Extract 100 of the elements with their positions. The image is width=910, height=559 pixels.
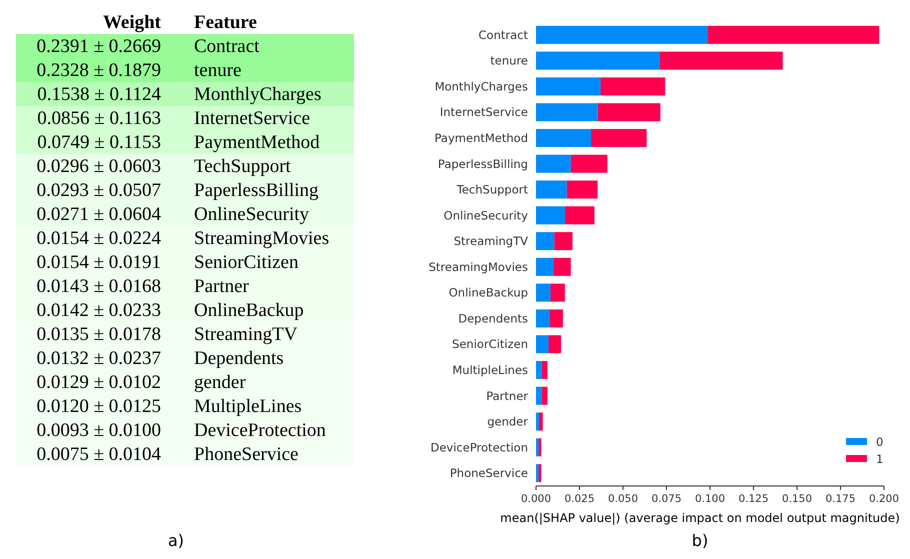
x-tick-label: 0.200 bbox=[868, 493, 900, 505]
bar bbox=[570, 154, 608, 173]
bar bbox=[536, 180, 567, 199]
bar bbox=[566, 180, 598, 199]
text: 0.0120 ± 0.0125 bbox=[36, 396, 161, 417]
text: Feature bbox=[194, 12, 257, 33]
y-tick-label: SeniorCitizen bbox=[452, 337, 528, 352]
bar bbox=[536, 386, 542, 405]
text: 0.0293 ± 0.0507 bbox=[36, 180, 161, 201]
y-tick-label: gender bbox=[487, 414, 528, 429]
bar bbox=[536, 52, 660, 70]
text: 0.0143 ± 0.0168 bbox=[36, 276, 161, 297]
bar bbox=[536, 309, 550, 328]
bar bbox=[536, 206, 565, 224]
legend-label: 1 bbox=[876, 452, 884, 466]
bar bbox=[536, 77, 601, 96]
category-label: InternetService bbox=[194, 108, 310, 129]
bar bbox=[590, 128, 647, 148]
y-tick-label: PhoneService bbox=[450, 466, 528, 480]
category-label: MonthlyCharges bbox=[194, 84, 322, 105]
x-tick-label: 0.050 bbox=[608, 493, 638, 505]
category-label: tenure bbox=[194, 60, 242, 81]
y-tick-label: Contract bbox=[478, 28, 528, 42]
y-tick-label: tenure bbox=[490, 54, 528, 68]
category-label: PhoneService bbox=[194, 444, 298, 465]
bar bbox=[536, 284, 550, 302]
bar bbox=[553, 258, 571, 276]
text: 0.0142 ± 0.0233 bbox=[36, 300, 161, 321]
category-label: OnlineBackup bbox=[194, 300, 304, 321]
y-tick-label: InternetService bbox=[440, 105, 528, 120]
y-tick-label: TechSupport bbox=[456, 182, 528, 197]
bar bbox=[536, 258, 554, 276]
y-tick-label: MultipleLines bbox=[452, 363, 528, 377]
bar bbox=[536, 232, 554, 250]
bar bbox=[550, 309, 563, 328]
text: 0.0154 ± 0.0191 bbox=[36, 252, 161, 273]
text: Weight bbox=[102, 12, 162, 33]
bar bbox=[536, 360, 542, 380]
category-label: SeniorCitizen bbox=[194, 252, 299, 273]
category-label: gender bbox=[194, 372, 246, 393]
y-tick-label: MonthlyCharges bbox=[434, 79, 528, 94]
category-label: TechSupport bbox=[194, 156, 292, 177]
bar bbox=[600, 77, 666, 96]
text: 0.0093 ± 0.0100 bbox=[36, 420, 161, 441]
x-tick-label: 0.100 bbox=[694, 493, 726, 505]
text: 0.1538 ± 0.1124 bbox=[37, 84, 161, 105]
text: 0.0296 ± 0.0603 bbox=[36, 156, 161, 177]
legend-label: 0 bbox=[876, 435, 884, 449]
bar bbox=[536, 26, 708, 44]
bar bbox=[536, 464, 539, 482]
x-axis-title: mean(|SHAP value|) (average impact on model output magnitude) bbox=[500, 511, 900, 525]
bar bbox=[538, 464, 542, 482]
category-label: DeviceProtection bbox=[194, 420, 326, 441]
bar bbox=[536, 412, 539, 431]
category-label: OnlineSecurity bbox=[194, 204, 310, 225]
x-tick-label: 0.150 bbox=[782, 493, 812, 505]
x-tick-label: 0.125 bbox=[738, 493, 769, 505]
category-label: MultipleLines bbox=[194, 396, 302, 417]
bar bbox=[598, 103, 660, 122]
y-tick-label: StreamingMovies bbox=[428, 260, 528, 274]
bar bbox=[542, 360, 548, 380]
bar bbox=[548, 335, 562, 354]
bar bbox=[536, 335, 549, 354]
category-label: Partner bbox=[194, 276, 250, 297]
text: 0.0856 ± 0.1163 bbox=[37, 108, 161, 129]
bar bbox=[659, 52, 783, 70]
y-tick-label: OnlineBackup bbox=[448, 286, 528, 300]
text: 0.2391 ± 0.2669 bbox=[36, 36, 161, 57]
bar bbox=[536, 128, 591, 148]
x-tick-label: 0.000 bbox=[520, 493, 552, 505]
bar bbox=[536, 154, 571, 173]
y-tick-label: OnlineSecurity bbox=[444, 208, 528, 222]
x-tick-label: 0.025 bbox=[564, 493, 595, 505]
text: 0.0749 ± 0.1153 bbox=[37, 132, 161, 153]
category-label: StreamingMovies bbox=[194, 228, 330, 249]
y-tick-label: Dependents bbox=[458, 311, 528, 326]
category-label: PaymentMethod bbox=[194, 132, 320, 153]
y-tick-label: DeviceProtection bbox=[430, 440, 528, 454]
text: 0.0271 ± 0.0604 bbox=[36, 204, 161, 225]
y-tick-label: PaymentMethod bbox=[434, 131, 528, 145]
category-label: PaperlessBilling bbox=[194, 180, 320, 201]
text: b) bbox=[692, 531, 708, 550]
y-tick-label: Partner bbox=[486, 388, 528, 403]
category-label: Dependents bbox=[194, 348, 284, 369]
text: 0.0154 ± 0.0224 bbox=[36, 228, 161, 249]
text: 0.0135 ± 0.0178 bbox=[36, 324, 161, 345]
bar bbox=[708, 26, 880, 44]
text: 0.0129 ± 0.0102 bbox=[36, 372, 161, 393]
text: 0.0075 ± 0.0104 bbox=[36, 444, 161, 465]
text: a) bbox=[168, 531, 184, 550]
bar bbox=[536, 438, 539, 456]
y-tick-label: PaperlessBilling bbox=[438, 156, 528, 171]
text: 0.2328 ± 0.1879 bbox=[36, 60, 161, 81]
bar bbox=[538, 438, 542, 456]
bar bbox=[538, 412, 543, 431]
bar bbox=[536, 103, 598, 122]
category-label: StreamingTV bbox=[194, 324, 298, 345]
x-tick-label: 0.075 bbox=[651, 493, 682, 505]
bar bbox=[564, 206, 594, 224]
y-tick-label: StreamingTV bbox=[454, 234, 528, 248]
